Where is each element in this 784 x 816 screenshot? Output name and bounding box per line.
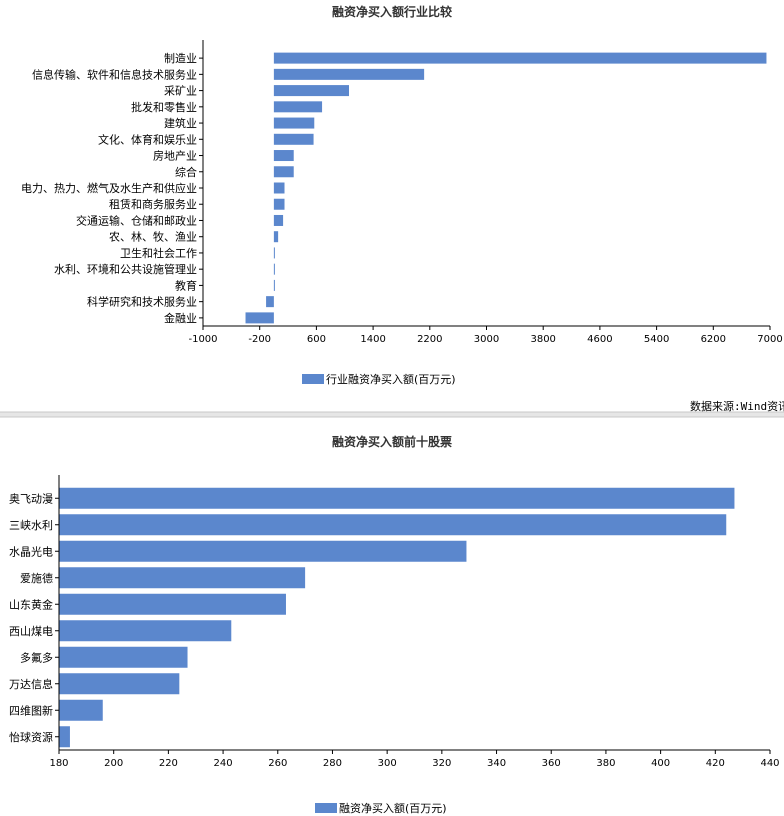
source-note: 数据来源:Wind资讯: [690, 399, 784, 413]
bar: [273, 150, 294, 162]
section-divider: [0, 412, 784, 417]
bar: [273, 133, 314, 145]
x-tick-labels: -1000 -200 600 1400 2200 3000 3800 4600 5400 6200…: [188, 334, 782, 345]
axes: [199, 40, 771, 330]
category-label: 建筑业: [164, 116, 197, 130]
category-labels: 制造业信息传输、软件和信息技术服务业采矿业批发和零售业建筑业文化、体育和娱乐业房…: [21, 51, 197, 325]
bar: [59, 646, 188, 668]
x-tick-label: 180: [49, 758, 68, 769]
category-label: 四维图新: [9, 703, 53, 717]
bar: [273, 263, 275, 275]
bar: [273, 231, 279, 243]
bar: [273, 85, 350, 97]
x-tick-label: 4600: [587, 334, 612, 345]
x-tick-label: 400: [651, 758, 670, 769]
legend-label: 融资净买入额(百万元): [339, 801, 447, 815]
bar: [273, 182, 285, 194]
x-tick-label: 3800: [530, 334, 555, 345]
category-label: 信息传输、软件和信息技术服务业: [32, 67, 197, 81]
x-tick-label: 7000: [757, 334, 782, 345]
bar: [273, 166, 294, 178]
x-tick-label: 600: [307, 334, 326, 345]
category-label: 教育: [175, 278, 197, 292]
axes: [55, 475, 771, 754]
industry-chart: 融资净买入额行业比较 制造业信息传输、软件和信息技术服务业采矿业批发和零售业建筑…: [21, 4, 784, 413]
x-tick-label: 420: [706, 758, 725, 769]
x-tick-label: 1400: [360, 334, 385, 345]
x-tick-label: 3000: [474, 334, 499, 345]
category-label: 爱施德: [20, 571, 53, 585]
bar: [59, 593, 286, 615]
bar: [59, 567, 306, 589]
bar: [273, 198, 285, 210]
bar-group: [59, 487, 735, 748]
x-tick-label: 300: [378, 758, 397, 769]
bar: [273, 247, 275, 259]
category-label: 制造业: [164, 51, 197, 65]
bar: [273, 101, 323, 113]
category-label: 三峡水利: [9, 518, 53, 532]
category-label: 水利、环境和公共设施管理业: [54, 262, 197, 276]
category-label: 房地产业: [153, 149, 197, 163]
category-label: 批发和零售业: [131, 100, 197, 114]
category-label: 租赁和商务服务业: [109, 197, 197, 211]
bar: [59, 487, 735, 509]
legend-label: 行业融资净买入额(百万元): [326, 372, 456, 386]
x-tick-label: 380: [596, 758, 615, 769]
bar: [59, 620, 232, 642]
category-label: 金融业: [164, 311, 197, 325]
category-label: 电力、热力、燃气及水生产和供应业: [21, 181, 197, 195]
x-tick-label: 6200: [701, 334, 726, 345]
chart-title: 融资净买入额行业比较: [332, 4, 452, 19]
bar: [273, 52, 767, 64]
bar: [273, 117, 315, 129]
x-tick-label: -1000: [188, 334, 217, 345]
category-label: 农、林、牧、渔业: [109, 230, 197, 244]
x-tick-label: 200: [104, 758, 123, 769]
top-stocks-chart: 融资净买入额前十股票 奥飞动漫三峡水利水晶光电爱施德山东黄金西山煤电多氟多万达信…: [9, 434, 780, 815]
category-label: 西山煤电: [9, 625, 53, 638]
bar: [266, 296, 274, 308]
bar: [273, 279, 275, 291]
category-label: 山东黄金: [9, 597, 53, 611]
legend-swatch: [315, 803, 337, 813]
category-label: 万达信息: [9, 677, 53, 691]
category-label: 科学研究和技术服务业: [87, 295, 197, 309]
x-tick-label: -200: [248, 334, 271, 345]
category-label: 怡球资源: [9, 730, 53, 744]
x-tick-label: 260: [268, 758, 287, 769]
x-tick-label: 320: [432, 758, 451, 769]
category-label: 综合: [175, 165, 197, 179]
bar: [59, 699, 103, 721]
x-tick-label: 2200: [417, 334, 442, 345]
bar: [245, 312, 274, 324]
category-label: 交通运输、仓储和邮政业: [76, 213, 197, 227]
chart-title: 融资净买入额前十股票: [332, 434, 452, 449]
legend-swatch: [302, 374, 324, 384]
bar: [59, 514, 727, 536]
category-label: 多氟多: [20, 650, 53, 664]
category-label: 文化、体育和娱乐业: [98, 132, 197, 146]
x-tick-label: 280: [323, 758, 342, 769]
x-tick-label: 5400: [644, 334, 669, 345]
bar: [273, 214, 284, 226]
x-tick-label: 340: [487, 758, 506, 769]
bar: [273, 68, 425, 80]
category-label: 卫生和社会工作: [120, 246, 197, 260]
x-tick-label: 360: [542, 758, 561, 769]
bar: [59, 726, 70, 748]
category-label: 奥飞动漫: [9, 491, 53, 505]
category-label: 采矿业: [164, 85, 197, 98]
bar-group: [245, 52, 767, 324]
x-tick-label: 240: [214, 758, 233, 769]
x-tick-label: 440: [760, 758, 779, 769]
bar: [59, 673, 180, 695]
bar: [59, 540, 467, 562]
category-label: 水晶光电: [9, 544, 53, 558]
x-tick-labels: 180 200 220 240 260 280 300 320 340 360 380 400 420 4…: [49, 758, 779, 769]
x-tick-label: 220: [159, 758, 178, 769]
